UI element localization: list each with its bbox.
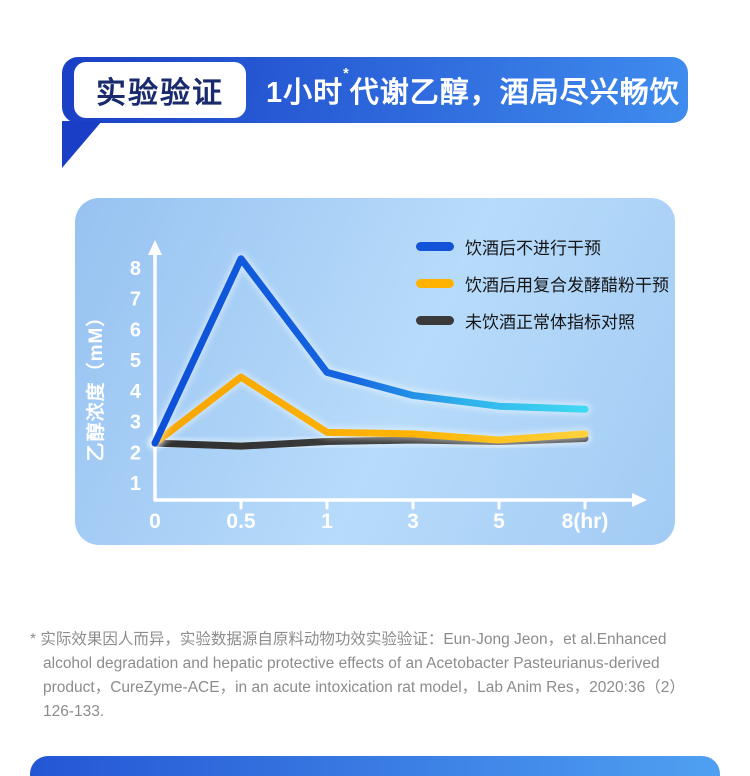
footnote-line: 126-133. xyxy=(43,703,105,720)
y-tick-label: 5 xyxy=(130,350,141,372)
footnote-line: alcohol degradation and hepatic protecti… xyxy=(43,655,660,672)
y-tick-label: 4 xyxy=(130,381,142,403)
experiment-badge-label: 实验验证 xyxy=(96,77,224,110)
footnote: * 实际效果因人而异，实验数据源自原料动物功效实验验证：Eun-Jong Jeo… xyxy=(30,628,722,724)
y-tick-label: 2 xyxy=(130,442,141,464)
legend-label: 饮酒后不进行干预 xyxy=(465,238,601,258)
legend-item-control: 未饮酒正常体指标对照 xyxy=(416,309,669,332)
banner-title-prefix: 1小时 xyxy=(266,77,344,109)
x-tick-label: 1 xyxy=(321,510,333,533)
header-banner: 实验验证 1小时*代谢乙醇，酒局尽兴畅饮 xyxy=(62,57,688,123)
y-tick-label: 3 xyxy=(130,412,141,434)
next-section-bar xyxy=(30,756,720,776)
ethanol-chart-panel: 0 0.5 1 3 5 8(hr) 1 2 3 4 5 6 7 8 乙醇浓度（mM） 饮酒后不进行干预 饮酒… xyxy=(75,198,675,545)
y-axis-title: 乙醇浓度（mM） xyxy=(84,307,107,462)
x-tick-label: 0 xyxy=(149,510,161,533)
x-axis-arrow xyxy=(632,493,647,507)
banner-title-rest: 代谢乙醇，酒局尽兴畅饮 xyxy=(349,77,680,109)
legend-item-no-intervention: 饮酒后不进行干预 xyxy=(416,235,669,258)
x-tick-label: 0.5 xyxy=(226,510,256,533)
series-line-0 xyxy=(151,255,589,447)
chart-legend: 饮酒后不进行干预 饮酒后用复合发酵醋粉干预 未饮酒正常体指标对照 xyxy=(416,235,669,332)
series-line-1 xyxy=(151,373,589,447)
legend-swatch-blue xyxy=(416,241,454,251)
y-tick-label: 8 xyxy=(130,258,141,280)
legend-swatch-dark xyxy=(416,315,454,325)
y-tick-label: 6 xyxy=(130,319,141,341)
legend-label: 未饮酒正常体指标对照 xyxy=(465,312,635,332)
footnote-asterisk: * xyxy=(343,66,350,82)
y-tick-label: 1 xyxy=(130,473,141,495)
banner-title: 1小时*代谢乙醇，酒局尽兴畅饮 xyxy=(266,66,680,111)
x-tick-label: 3 xyxy=(407,510,419,533)
x-tick-label: 5 xyxy=(493,510,505,533)
ethanol-line-chart: 0 0.5 1 3 5 8(hr) 1 2 3 4 5 6 7 8 乙醇浓度（mM） xyxy=(84,240,647,533)
y-axis-arrow xyxy=(148,240,162,255)
x-tick-label: 8(hr) xyxy=(562,510,609,533)
y-tick-label: 7 xyxy=(130,289,141,311)
footnote-line: product，CureZyme-ACE，in an acute intoxic… xyxy=(43,679,685,696)
legend-item-vinegar-powder: 饮酒后用复合发酵醋粉干预 xyxy=(416,272,669,295)
legend-label: 饮酒后用复合发酵醋粉干预 xyxy=(465,275,669,295)
footnote-line: * 实际效果因人而异，实验数据源自原料动物功效实验验证：Eun-Jong Jeo… xyxy=(30,631,667,648)
legend-swatch-yellow xyxy=(416,278,454,288)
experiment-badge: 实验验证 xyxy=(74,62,246,118)
banner-tail xyxy=(62,121,102,168)
